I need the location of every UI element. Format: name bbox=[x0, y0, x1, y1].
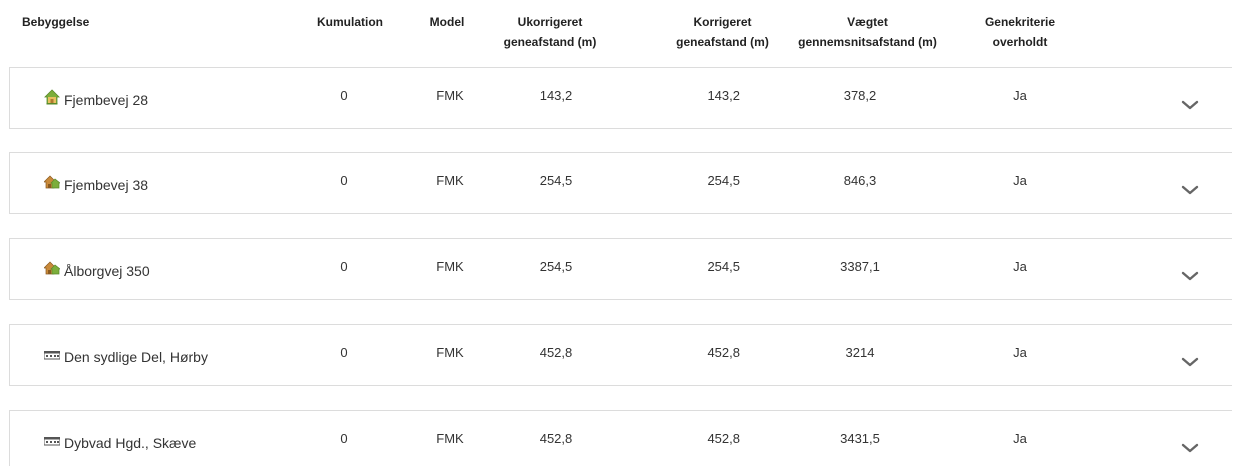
row-ukorrigeret: 254,5 bbox=[539, 173, 573, 188]
row-vaegtet: 3387,1 bbox=[840, 259, 880, 274]
row-name: Ålborgvej 350 bbox=[64, 263, 150, 279]
row-name-cell: Fjembevej 28 bbox=[44, 89, 149, 108]
row-ukorrigeret: 143,2 bbox=[539, 88, 573, 103]
table-row[interactable]: Den sydlige Del, Hørby 0 FMK 452,8 452,8… bbox=[9, 324, 1232, 386]
row-kumulation: 0 bbox=[340, 431, 348, 446]
row-kumulation: 0 bbox=[340, 88, 348, 103]
row-kumulation: 0 bbox=[340, 345, 348, 360]
header-ukorrigeret: Ukorrigeret geneafstand (m) bbox=[503, 15, 597, 49]
row-genekriterie: Ja bbox=[1013, 431, 1027, 446]
header-model: Model bbox=[429, 15, 465, 29]
row-vaegtet: 378,2 bbox=[843, 88, 877, 103]
town-icon bbox=[43, 346, 61, 362]
row-ukorrigeret: 254,5 bbox=[539, 259, 573, 274]
row-name-cell: Ålborgvej 350 bbox=[43, 260, 150, 279]
row-genekriterie: Ja bbox=[1013, 259, 1027, 274]
row-ukorrigeret: 452,8 bbox=[539, 431, 573, 446]
row-korrigeret: 452,8 bbox=[707, 431, 740, 446]
row-name: Fjembevej 28 bbox=[64, 92, 149, 108]
row-vaegtet: 846,3 bbox=[843, 173, 877, 188]
chevron-down-icon[interactable] bbox=[1180, 355, 1200, 369]
row-name: Dybvad Hgd., Skæve bbox=[64, 435, 197, 451]
chevron-down-icon[interactable] bbox=[1180, 441, 1200, 455]
row-korrigeret: 254,5 bbox=[707, 259, 740, 274]
row-genekriterie: Ja bbox=[1013, 88, 1027, 103]
header-bebyggelse: Bebyggelse bbox=[22, 15, 90, 29]
row-ukorrigeret: 452,8 bbox=[539, 345, 573, 360]
row-model: FMK bbox=[436, 345, 464, 360]
table-header: Bebyggelse Kumulation Model Ukorrigeret … bbox=[0, 0, 1233, 60]
row-genekriterie: Ja bbox=[1013, 345, 1027, 360]
chevron-down-icon[interactable] bbox=[1180, 98, 1200, 112]
table-row[interactable]: Fjembevej 28 0 FMK 143,2 143,2 378,2 Ja bbox=[9, 67, 1232, 129]
row-kumulation: 0 bbox=[340, 259, 348, 274]
table-row[interactable]: Ålborgvej 350 0 FMK 254,5 254,5 3387,1 J… bbox=[9, 238, 1232, 300]
row-model: FMK bbox=[436, 173, 464, 188]
chevron-down-icon[interactable] bbox=[1180, 183, 1200, 197]
house-icon bbox=[44, 89, 60, 105]
row-model: FMK bbox=[436, 431, 464, 446]
header-kumulation: Kumulation bbox=[317, 15, 383, 29]
row-name-cell: Fjembevej 38 bbox=[43, 174, 149, 193]
row-name-cell: Den sydlige Del, Hørby bbox=[43, 346, 208, 365]
table-row[interactable]: Dybvad Hgd., Skæve 0 FMK 452,8 452,8 343… bbox=[9, 410, 1232, 466]
chevron-down-icon[interactable] bbox=[1180, 269, 1200, 283]
row-vaegtet: 3214 bbox=[845, 345, 875, 360]
farm-icon bbox=[43, 174, 61, 190]
row-korrigeret: 452,8 bbox=[707, 345, 740, 360]
table-row[interactable]: Fjembevej 38 0 FMK 254,5 254,5 846,3 Ja bbox=[9, 152, 1232, 214]
row-name-cell: Dybvad Hgd., Skæve bbox=[43, 432, 197, 451]
row-model: FMK bbox=[436, 88, 464, 103]
row-korrigeret: 143,2 bbox=[707, 88, 740, 103]
header-korrigeret: Korrigeret geneafstand (m) bbox=[676, 15, 769, 49]
row-name: Den sydlige Del, Hørby bbox=[64, 349, 208, 365]
row-genekriterie: Ja bbox=[1013, 173, 1027, 188]
town-icon bbox=[43, 432, 61, 448]
row-kumulation: 0 bbox=[340, 173, 348, 188]
row-name: Fjembevej 38 bbox=[64, 177, 149, 193]
farm-icon bbox=[43, 260, 61, 276]
row-vaegtet: 3431,5 bbox=[840, 431, 880, 446]
row-model: FMK bbox=[436, 259, 464, 274]
header-genekriterie: Genekriterie overholdt bbox=[984, 15, 1056, 49]
header-vaegtet: Vægtet gennemsnitsafstand (m) bbox=[798, 15, 937, 49]
row-korrigeret: 254,5 bbox=[707, 173, 740, 188]
